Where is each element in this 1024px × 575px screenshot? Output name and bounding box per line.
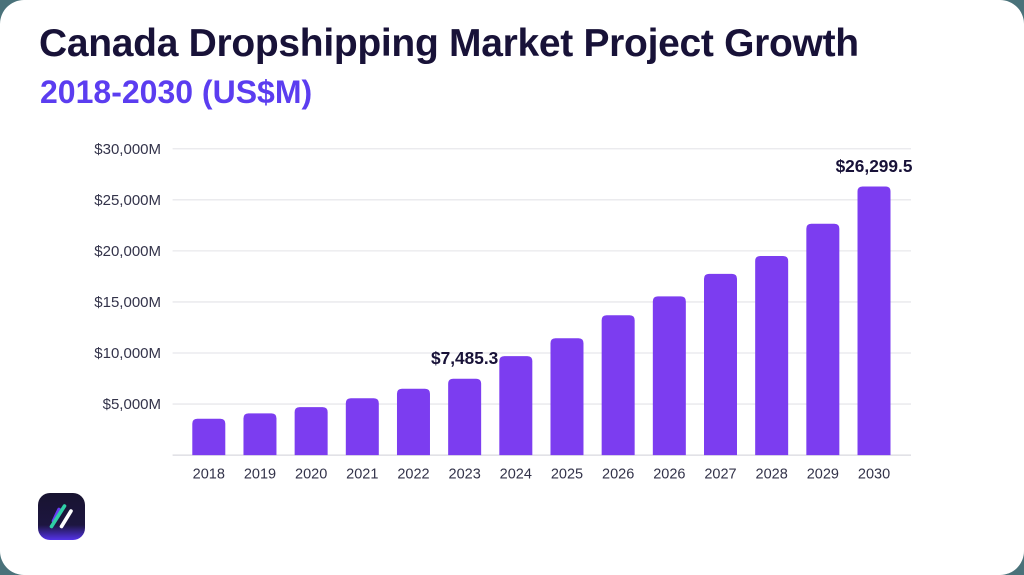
svg-text:2022: 2022: [397, 467, 429, 483]
svg-text:2026: 2026: [602, 467, 634, 483]
svg-text:$5,000M: $5,000M: [103, 396, 161, 413]
svg-text:2024: 2024: [500, 467, 532, 483]
svg-text:2020: 2020: [295, 467, 327, 483]
svg-text:2019: 2019: [244, 467, 276, 483]
svg-text:$30,000M: $30,000M: [94, 141, 161, 158]
svg-text:$26,299.5: $26,299.5: [836, 156, 913, 176]
svg-text:$10,000M: $10,000M: [94, 345, 161, 362]
svg-text:$15,000M: $15,000M: [94, 294, 161, 311]
svg-text:2018: 2018: [193, 467, 225, 483]
svg-text:2025: 2025: [551, 467, 583, 483]
svg-text:2027: 2027: [704, 467, 736, 483]
svg-text:$20,000M: $20,000M: [94, 243, 161, 260]
svg-text:2029: 2029: [807, 467, 839, 483]
svg-text:2028: 2028: [756, 467, 788, 483]
svg-text:$7,485.3: $7,485.3: [431, 348, 498, 368]
svg-text:2030: 2030: [858, 467, 890, 483]
svg-text:2021: 2021: [346, 467, 378, 483]
svg-text:$25,000M: $25,000M: [94, 192, 161, 209]
svg-text:2023: 2023: [449, 467, 481, 483]
svg-text:2026: 2026: [653, 467, 685, 483]
